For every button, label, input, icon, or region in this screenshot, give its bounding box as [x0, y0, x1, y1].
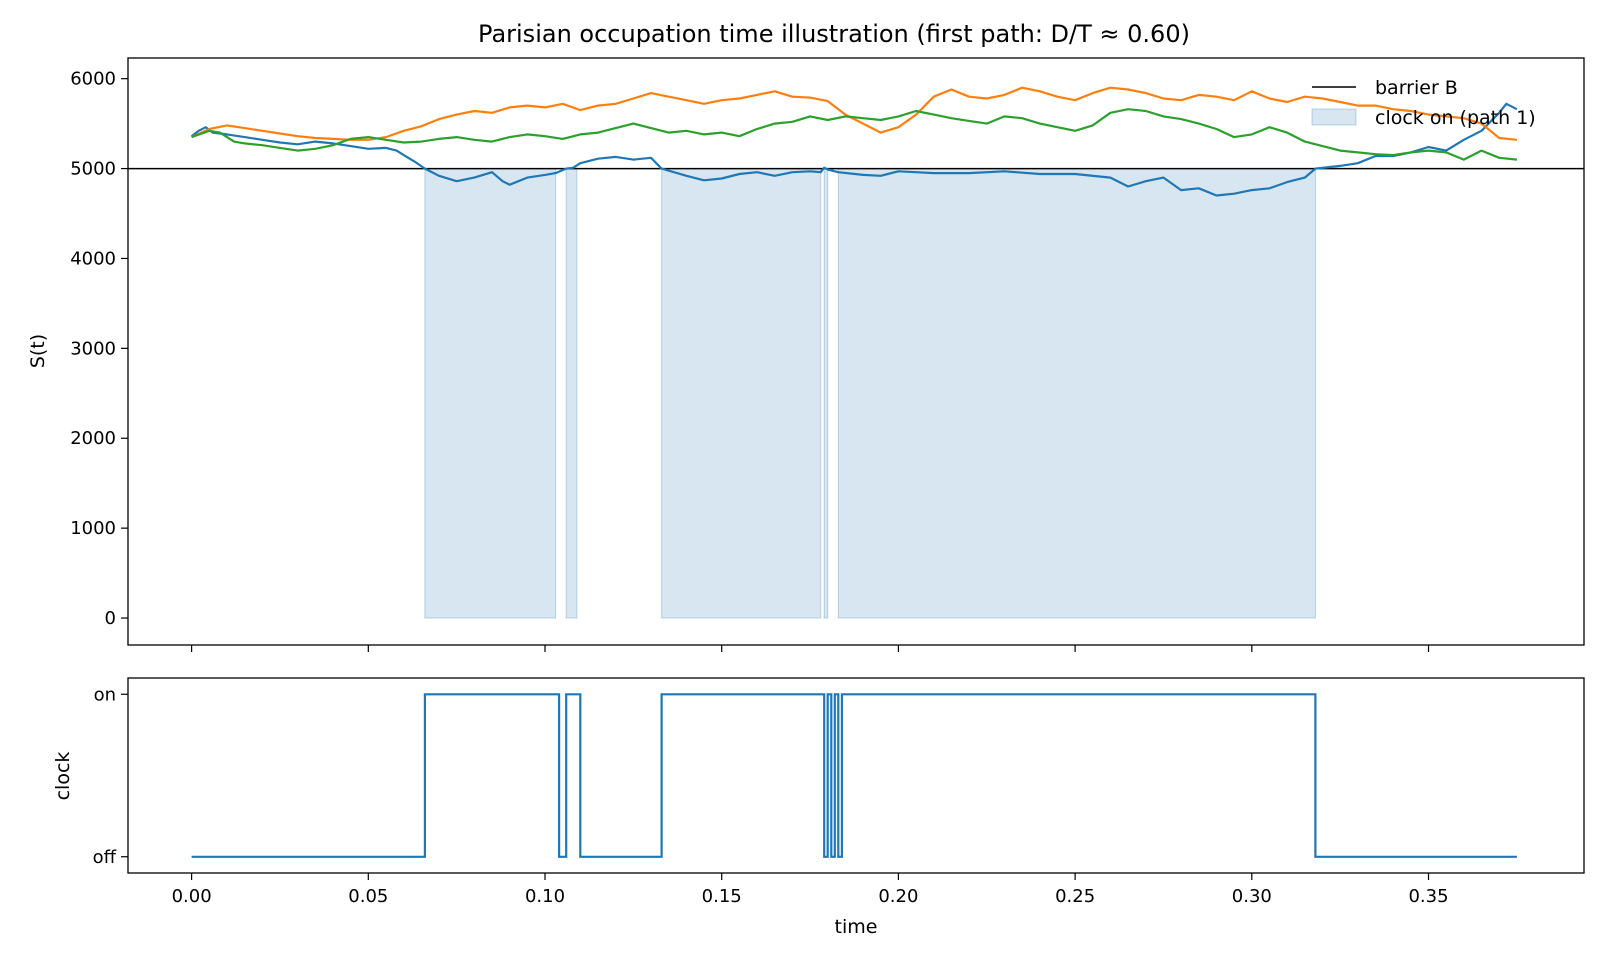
top-y-axis-label: S(t) — [27, 334, 49, 368]
top-y-tick-label: 5000 — [70, 159, 116, 180]
bottom-x-tick-label: 0.20 — [878, 886, 918, 907]
price-paths-panel: 0 1000 2000 3000 4000 5000 6000 S(t) barrier B… — [27, 57, 1585, 652]
clock-on-region-3 — [661, 168, 822, 619]
bottom-y-tick-label: on — [94, 684, 116, 705]
clock-on-region-2 — [565, 168, 578, 619]
clock-step-line — [191, 693, 1517, 858]
clock-on-region-1 — [424, 168, 557, 619]
path-2-line — [191, 86, 1518, 141]
top-y-tick-label: 4000 — [70, 248, 116, 269]
bottom-x-tick-label: 0.05 — [348, 886, 388, 907]
legend-clock-on-swatch — [1311, 108, 1357, 126]
top-y-ticks: 0 1000 2000 3000 4000 5000 6000 — [70, 69, 128, 629]
top-y-tick-label: 0 — [105, 608, 116, 629]
bottom-y-axis-label: clock — [52, 752, 74, 801]
clock-state-line — [191, 693, 1517, 858]
clock-panel: 0.00 0.05 0.10 0.15 0.20 0.25 0.30 0.35 off on c… — [52, 677, 1585, 938]
top-axes-frame — [127, 57, 1585, 646]
bottom-y-ticks: off on — [93, 684, 128, 868]
bottom-x-tick-label: 0.00 — [172, 886, 212, 907]
top-y-tick-label: 6000 — [70, 69, 116, 90]
bottom-x-tick-label: 0.30 — [1232, 886, 1272, 907]
bottom-axes-frame — [127, 677, 1585, 874]
legend-barrier-label: barrier B — [1375, 77, 1458, 99]
legend-clock-on-label: clock on (path 1) — [1375, 107, 1536, 129]
path-1-line — [190, 102, 1518, 197]
bottom-y-tick-label: off — [93, 847, 117, 868]
bottom-x-ticks: 0.00 0.05 0.10 0.15 0.20 0.25 0.30 0.35 — [172, 873, 1449, 907]
bottom-x-tick-label: 0.10 — [525, 886, 565, 907]
top-x-ticks — [191, 645, 1430, 652]
price-path-lines — [190, 86, 1518, 197]
top-y-tick-label: 2000 — [70, 428, 116, 449]
clock-on-region-5 — [837, 168, 1316, 619]
chart-title: Parisian occupation time illustration (f… — [478, 20, 1190, 48]
top-y-tick-label: 1000 — [70, 518, 116, 539]
bottom-x-tick-label: 0.15 — [702, 886, 742, 907]
clock-on-region-4 — [823, 168, 829, 619]
path-3-line — [191, 108, 1518, 161]
bottom-x-tick-label: 0.25 — [1055, 886, 1095, 907]
legend: barrier B clock on (path 1) — [1311, 77, 1536, 129]
bottom-x-tick-label: 0.35 — [1408, 886, 1448, 907]
clock-on-shading — [424, 168, 1316, 619]
top-y-tick-label: 3000 — [70, 338, 116, 359]
x-axis-label: time — [835, 916, 878, 938]
